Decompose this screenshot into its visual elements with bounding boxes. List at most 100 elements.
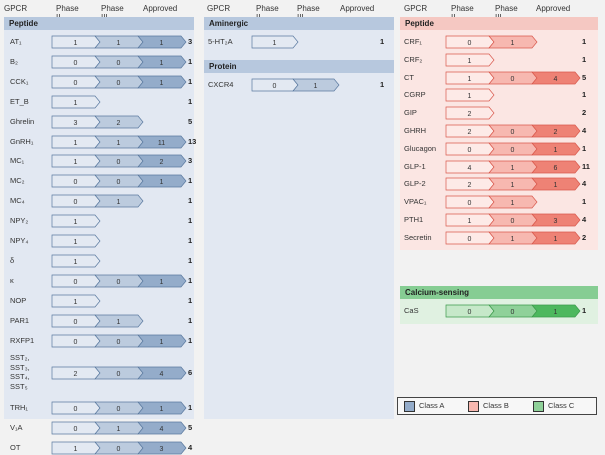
table-row: GLP-2 2 1 1 4 bbox=[400, 177, 598, 191]
stage-approved-segment bbox=[531, 304, 581, 318]
stage-phase2-segment bbox=[445, 106, 495, 120]
stage-count-phase3: 0 bbox=[117, 80, 121, 87]
receptor-name: GHRH bbox=[404, 126, 427, 135]
pipeline-bars: 0 0 1 bbox=[51, 55, 187, 69]
receptor-name: VPAC₁ bbox=[404, 197, 427, 207]
total-count: 1 bbox=[188, 335, 193, 345]
table-row: AT₁ 1 1 1 3 bbox=[6, 35, 198, 49]
stage-count-phase2: 0 bbox=[468, 200, 472, 207]
receptor-name: CRF₂ bbox=[404, 54, 423, 64]
stage-count-phase3: 1 bbox=[117, 40, 121, 47]
stage-count-phase3: 0 bbox=[117, 179, 121, 186]
total-count: 4 bbox=[188, 443, 193, 453]
stage-phase2-segment bbox=[51, 234, 101, 248]
table-row: NPY₄ 1 1 bbox=[6, 234, 198, 248]
table-row: 5-HT₂A 1 1 bbox=[204, 35, 394, 49]
total-count: 1 bbox=[188, 216, 193, 226]
stage-count-phase2: 1 bbox=[468, 58, 472, 65]
stage-count-phase2: 0 bbox=[74, 60, 78, 67]
receptor-name: CaS bbox=[404, 306, 419, 315]
stage-phase2-segment bbox=[251, 35, 299, 49]
total-count: 4 bbox=[582, 126, 587, 135]
total-count: 1 bbox=[188, 255, 193, 265]
stage-phase3-segment bbox=[94, 115, 144, 128]
stage-approved-segment bbox=[137, 35, 187, 49]
receptor-name: AT₁ bbox=[10, 37, 22, 46]
receptor-name: OT bbox=[10, 443, 21, 453]
stage-count-phase3: 0 bbox=[511, 129, 515, 136]
stage-count-phase2: 2 bbox=[468, 129, 472, 136]
stage-approved-segment bbox=[137, 174, 187, 188]
stage-count-phase2: 1 bbox=[74, 239, 78, 246]
stage-count-phase3: 1 bbox=[511, 40, 515, 47]
table-row: VPAC₁ 0 1 1 bbox=[400, 195, 598, 209]
table-row: δ 1 1 bbox=[6, 254, 198, 268]
pipeline-bars: 1 bbox=[251, 35, 299, 49]
table-row: B₂ 0 0 1 1 bbox=[6, 55, 198, 69]
pipeline-bars: 4 1 6 bbox=[445, 160, 581, 173]
stage-count-phase2: 2 bbox=[468, 111, 472, 118]
table-row: GLP-1 4 1 6 11 bbox=[400, 160, 598, 174]
receptor-name: CRF₁ bbox=[404, 37, 422, 46]
stage-count-phase2: 0 bbox=[468, 309, 472, 316]
stage-count-phase2: 2 bbox=[74, 371, 78, 378]
stage-count-approved: 1 bbox=[160, 339, 164, 346]
stage-count-phase3: 0 bbox=[117, 60, 121, 67]
stage-count-phase2: 0 bbox=[74, 179, 78, 186]
total-count: 1 bbox=[188, 275, 193, 285]
header-approved: Approved bbox=[536, 4, 571, 13]
table-row: SST₂, SST₃, SST₄, SST₅ 2 0 4 6 bbox=[6, 353, 198, 393]
total-count: 1 bbox=[188, 56, 193, 66]
stage-count-approved: 4 bbox=[554, 76, 558, 83]
receptor-name: ET_B bbox=[10, 96, 29, 106]
stage-count-phase2: 1 bbox=[468, 218, 472, 225]
total-count: 1 bbox=[582, 143, 587, 153]
stage-phase3-segment bbox=[94, 314, 144, 327]
table-row: MC₁ 1 0 2 3 bbox=[6, 154, 198, 168]
receptor-name: δ bbox=[10, 255, 15, 265]
table-row: CRF₂ 1 1 bbox=[400, 53, 598, 67]
header-gpcr: GPCR bbox=[404, 4, 428, 13]
total-count: 1 bbox=[188, 96, 193, 106]
stage-count-approved: 1 bbox=[160, 406, 164, 413]
stage-count-phase2: 1 bbox=[74, 40, 78, 47]
table-row: TRH₁ 0 0 1 1 bbox=[6, 401, 198, 415]
receptor-name: MC₄ bbox=[10, 196, 25, 206]
receptor-name: GIP bbox=[404, 108, 417, 118]
receptor-name: NOP bbox=[10, 295, 27, 305]
receptor-name: B₂ bbox=[10, 56, 18, 66]
table-row: CGRP 1 1 bbox=[400, 88, 598, 102]
stage-count-phase3: 1 bbox=[117, 140, 121, 147]
group-peptide-b: Peptide bbox=[400, 17, 598, 30]
stage-phase3-segment bbox=[292, 78, 340, 92]
table-row: V₁A 0 1 4 5 bbox=[6, 421, 198, 435]
total-count: 1 bbox=[188, 196, 193, 206]
legend-swatch-class-c bbox=[533, 401, 544, 412]
receptor-name: CT bbox=[404, 72, 414, 82]
table-row: OT 1 0 3 4 bbox=[6, 441, 198, 455]
total-count: 1 bbox=[582, 37, 587, 46]
stage-count-phase2: 0 bbox=[74, 319, 78, 326]
total-count: 6 bbox=[188, 368, 193, 378]
legend-class-b: Class B bbox=[483, 401, 509, 410]
table-row: GHRH 2 0 2 4 bbox=[400, 124, 598, 138]
total-count: 2 bbox=[582, 108, 587, 118]
stage-approved-segment bbox=[137, 135, 187, 148]
receptor-name: GLP-2 bbox=[404, 179, 426, 189]
stage-count-approved: 1 bbox=[160, 279, 164, 286]
stage-phase2-segment bbox=[51, 214, 101, 228]
group-protein: Protein bbox=[204, 60, 394, 73]
table-row: PAR1 0 1 1 bbox=[6, 314, 198, 328]
pipeline-bars: 1 bbox=[445, 53, 495, 67]
stage-count-phase2: 1 bbox=[74, 446, 78, 453]
stage-count-phase2: 0 bbox=[468, 40, 472, 47]
table-row: GnRH₁ 1 1 11 13 bbox=[6, 135, 198, 149]
total-count: 13 bbox=[188, 136, 197, 146]
stage-count-phase2: 0 bbox=[74, 80, 78, 87]
legend-class-c: Class C bbox=[548, 401, 575, 410]
stage-count-phase2: 1 bbox=[74, 219, 78, 226]
stage-count-phase2: 1 bbox=[273, 40, 277, 47]
total-count: 5 bbox=[582, 72, 587, 82]
